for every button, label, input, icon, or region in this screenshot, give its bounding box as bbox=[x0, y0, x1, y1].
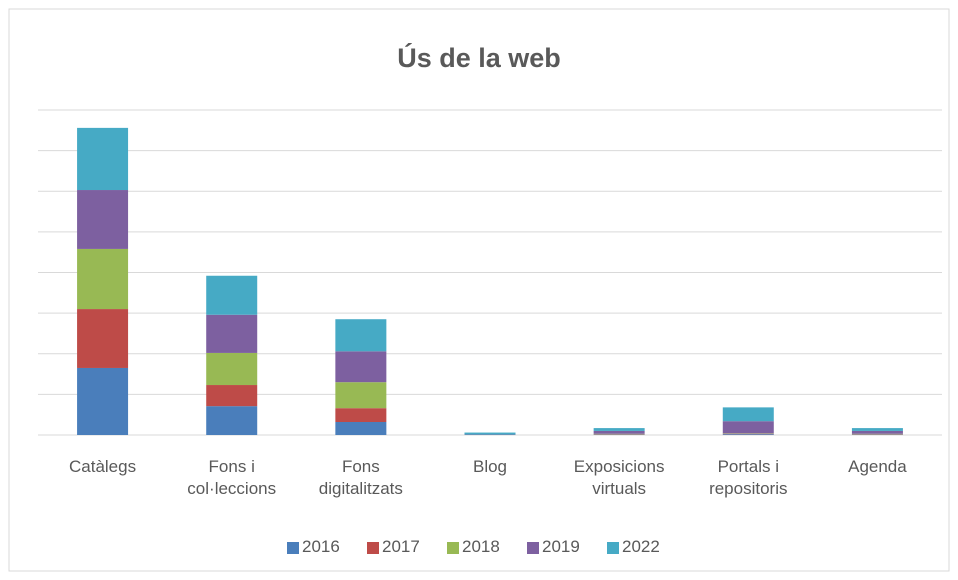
bar-segment bbox=[722, 434, 774, 435]
x-tick-label: Exposicions virtuals bbox=[573, 457, 665, 498]
bar-segment bbox=[722, 407, 774, 422]
bar-segment bbox=[77, 248, 129, 310]
bar-segment bbox=[593, 430, 645, 434]
x-tick-label: Portals i repositoris bbox=[709, 457, 788, 498]
chart-border bbox=[8, 8, 950, 572]
bar-segment bbox=[851, 430, 903, 434]
bar-segment bbox=[206, 275, 258, 315]
bar-segment bbox=[335, 319, 387, 352]
bar-segment bbox=[77, 309, 129, 368]
bar-segment bbox=[722, 421, 774, 434]
bar-segment bbox=[206, 406, 258, 435]
legend-label: 2022 bbox=[622, 537, 660, 556]
x-tick-label: Catàlegs bbox=[69, 457, 137, 476]
bar-segment bbox=[851, 428, 903, 431]
bar-segment bbox=[206, 352, 258, 386]
bar-segment bbox=[593, 428, 645, 431]
legend-swatch bbox=[607, 542, 619, 554]
bar-segment bbox=[464, 432, 516, 435]
x-tick-label: Fons i col·leccions bbox=[187, 457, 277, 498]
bar-segment bbox=[206, 385, 258, 407]
chart-title: Ús de la web bbox=[397, 42, 561, 73]
legend-swatch bbox=[367, 542, 379, 554]
bar-segment bbox=[77, 127, 129, 191]
bar-segment bbox=[335, 351, 387, 383]
legend-label: 2019 bbox=[542, 537, 580, 556]
legend-label: 2018 bbox=[462, 537, 500, 556]
bar-segment bbox=[335, 382, 387, 409]
bar-segment bbox=[77, 367, 129, 435]
legend-label: 2017 bbox=[382, 537, 420, 556]
legend-swatch bbox=[527, 542, 539, 554]
bar-segment bbox=[335, 422, 387, 435]
legend-swatch bbox=[287, 542, 299, 554]
x-tick-label: Fons digitalitzats bbox=[318, 457, 403, 498]
legend-label: 2016 bbox=[302, 537, 340, 556]
legend-swatch bbox=[447, 542, 459, 554]
bar-segment bbox=[206, 314, 258, 353]
x-tick-label: Blog bbox=[472, 457, 508, 476]
x-tick-label: Agenda bbox=[848, 457, 907, 476]
bar-segment bbox=[77, 190, 129, 249]
bar-segment bbox=[335, 408, 387, 422]
